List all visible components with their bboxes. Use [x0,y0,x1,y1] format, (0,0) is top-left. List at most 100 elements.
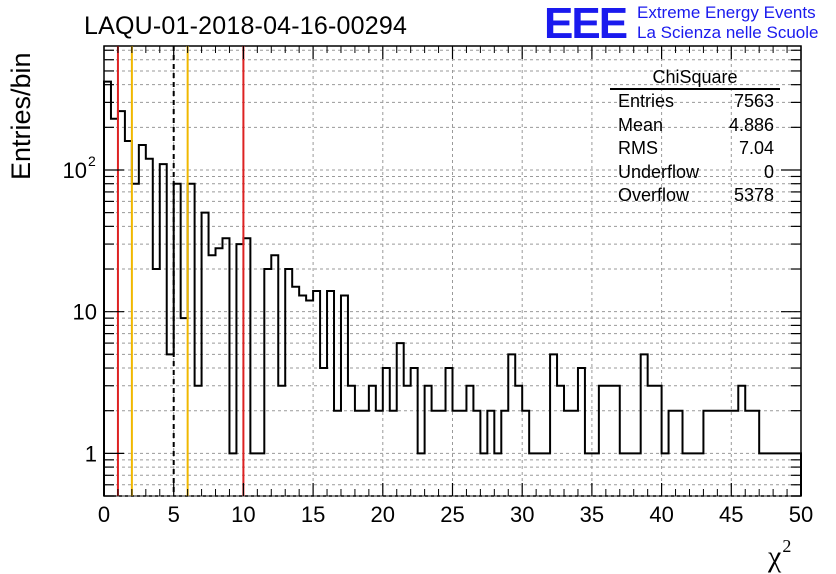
histogram-bin [676,411,683,496]
histogram-bin [473,411,480,496]
histogram-bin [494,453,501,496]
histogram-bin [432,411,439,496]
stats-key: Overflow [618,185,690,205]
histogram-bin [153,269,160,496]
histogram-bin [487,411,494,496]
histogram-bin [383,368,390,496]
histogram-bin [125,141,132,496]
histogram-bin [585,453,592,496]
histogram-bin [320,368,327,496]
histogram-bin [459,411,466,496]
histogram-outline [103,80,802,496]
histogram-bin [243,238,250,496]
x-axis-label: χ2 [768,536,792,573]
histogram-bin [160,164,167,496]
histogram-bin [348,386,355,496]
histogram-bin [118,111,125,496]
histogram-bin [139,145,146,496]
histogram-bin [257,453,264,496]
histogram-bin [111,119,118,496]
histogram-bin [390,411,397,496]
histogram-bin [146,159,153,496]
histogram-bin [529,453,536,496]
stats-row-underflow: Underflow 0 [612,161,776,185]
x-tick-label: 0 [98,502,110,527]
x-tick-label: 25 [440,502,464,527]
grid-layer [104,46,801,497]
histogram-bin [167,354,174,496]
histogram-bin [683,453,690,496]
stats-key: Entries [618,91,675,111]
histogram-bin [543,453,550,496]
stats-value: 7563 [733,91,774,111]
histogram-bin [641,354,648,496]
histogram-bin [724,411,731,496]
y-tick-label: 10 [73,300,97,325]
histogram-bin [515,386,522,496]
histogram-bin [564,411,571,496]
histogram-bin [397,343,404,496]
stats-value: 0 [763,161,774,182]
stats-value: 5378 [733,185,774,205]
stats-row-overflow: Overflow 5378 [612,184,776,208]
stats-value: 4.886 [728,114,774,135]
histogram-bin [195,386,202,496]
logo-subtitle-line1: Extreme Energy Events [637,3,816,22]
histogram-bin [480,453,487,496]
stats-row-rms: RMS 7.04 [612,137,776,161]
histogram-bin [299,296,306,496]
stats-box: ChiSquare Entries 7563 Mean 4.886 RMS 7.04 … [610,66,780,208]
histogram-bin [250,453,257,496]
histogram-bin [550,354,557,496]
histogram-bin [745,411,752,496]
histogram-bin [292,287,299,496]
histogram-bin [501,411,508,496]
histogram-bin [752,411,759,496]
y-axis-label: Entries/bin [6,52,36,180]
histogram-bin [453,411,460,496]
stats-row-mean: Mean 4.886 [612,114,776,138]
histogram-bin [606,386,613,496]
x-tick-label: 10 [231,502,255,527]
histogram-layer [103,80,802,496]
histogram-bin [216,248,223,496]
histogram-bin [613,386,620,496]
histogram-bin [209,255,216,496]
x-tick-label: 40 [649,502,673,527]
histogram-bin [229,453,236,496]
x-tick-label: 35 [580,502,604,527]
histogram-bin [648,386,655,496]
x-tick-label: 15 [301,502,325,527]
histogram-bin [466,386,473,496]
eee-logo: EEE [544,0,628,48]
histogram-bin [738,386,745,496]
ticks-layer [103,46,802,497]
histogram-bin [306,300,313,496]
histogram-bin [327,291,334,496]
histogram-bin [271,255,278,496]
histogram-bin [766,453,773,496]
histogram-bin [689,453,696,496]
x-tick-label: 30 [510,502,534,527]
histogram-bin [508,354,515,496]
x-tick-label: 5 [168,502,180,527]
stats-key: RMS [618,138,658,158]
histogram-bin [202,213,209,496]
histogram-bin [578,368,585,496]
stats-key: Underflow [618,161,700,182]
histogram-bin [132,184,139,496]
x-tick-label: 45 [719,502,743,527]
histogram-bin [313,291,320,496]
histogram-bin [703,411,710,496]
histogram-bin [174,184,181,496]
histogram-bin [731,411,738,496]
histogram-bin [773,453,780,496]
histogram-bin [425,386,432,496]
histogram-bin [222,238,229,496]
y-tick-label: 10 [63,158,87,183]
histogram-bin [620,453,627,496]
marker-lines-layer [116,46,245,496]
histogram-bin [376,411,383,496]
